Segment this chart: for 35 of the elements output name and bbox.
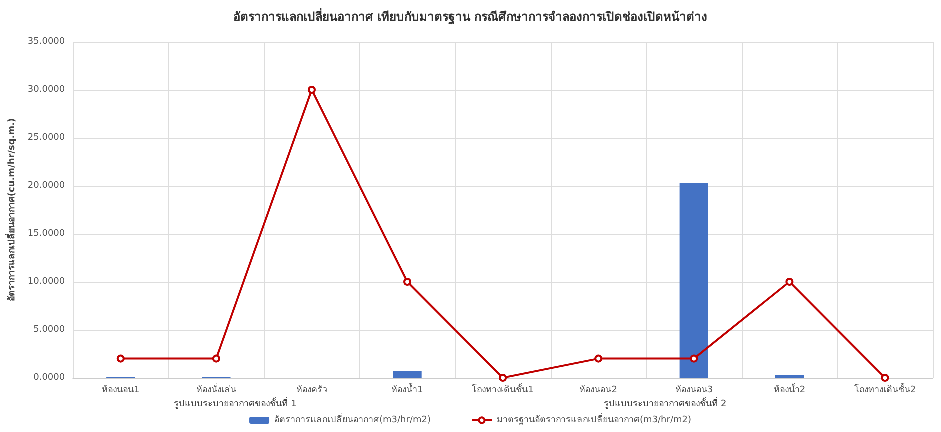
y-tick-label: 15.0000 [28,229,66,239]
y-tick-label: 5.0000 [34,325,66,335]
bar [393,371,422,378]
x-tick-label: โถงทางเดินชั้น1 [472,382,534,396]
legend-label: อัตราการแลกเปลี่ยนอากาศ(m3/hr/m2) [274,412,432,426]
point [786,278,794,286]
point [308,86,316,94]
bar [775,375,804,378]
x-tick-label: ห้องน้ำ1 [392,382,424,396]
x-tick-label: ห้องนั่งเล่น [196,382,236,396]
x-tick-label: ห้องนอน2 [580,384,618,396]
y-tick-label: 0.0000 [34,373,66,383]
point [404,278,412,286]
point [116,354,125,363]
x-tick-label: ห้องนอน3 [675,384,714,396]
y-tick-label: 30.0000 [28,85,66,95]
y-tick-label: 25.0000 [28,133,66,143]
point [690,354,698,363]
point [881,374,890,382]
x-tick-label: โถงทางเดินชั้น2 [854,382,916,396]
chart-title: อัตราการแลกเปลี่ยนอากาศ เทียบกับมาตรฐาน กรณีศึกษาการจำลองการเปิดช่องเปิดหน้าต่าง [233,8,708,25]
x-tick-label: ห้องนอน1 [102,384,140,396]
point [499,374,508,382]
legend-label: มาตรฐานอัตราการแลกเปลี่ยนอากาศ(m3/hr/m2) [497,412,692,426]
point [212,354,220,363]
bar [680,183,708,378]
text: รูปแบบระบายอากาศของชั้นที่ 1 [174,396,297,410]
y-tick-label: 20.0000 [28,181,66,191]
y-axis-title: อัตราการแลกเปลี่ยนอากาศ(cu.m/hr/sq.m.) [4,118,18,302]
point [594,354,603,363]
x-tick-label: ห้องน้ำ2 [774,382,806,396]
text: รูปแบบระบายอากาศของชั้นที่ 2 [604,396,727,410]
y-tick-label: 35.0000 [28,37,66,47]
x-tick-label: ห้องครัว [296,384,328,396]
y-tick-label: 10.0000 [28,277,66,287]
